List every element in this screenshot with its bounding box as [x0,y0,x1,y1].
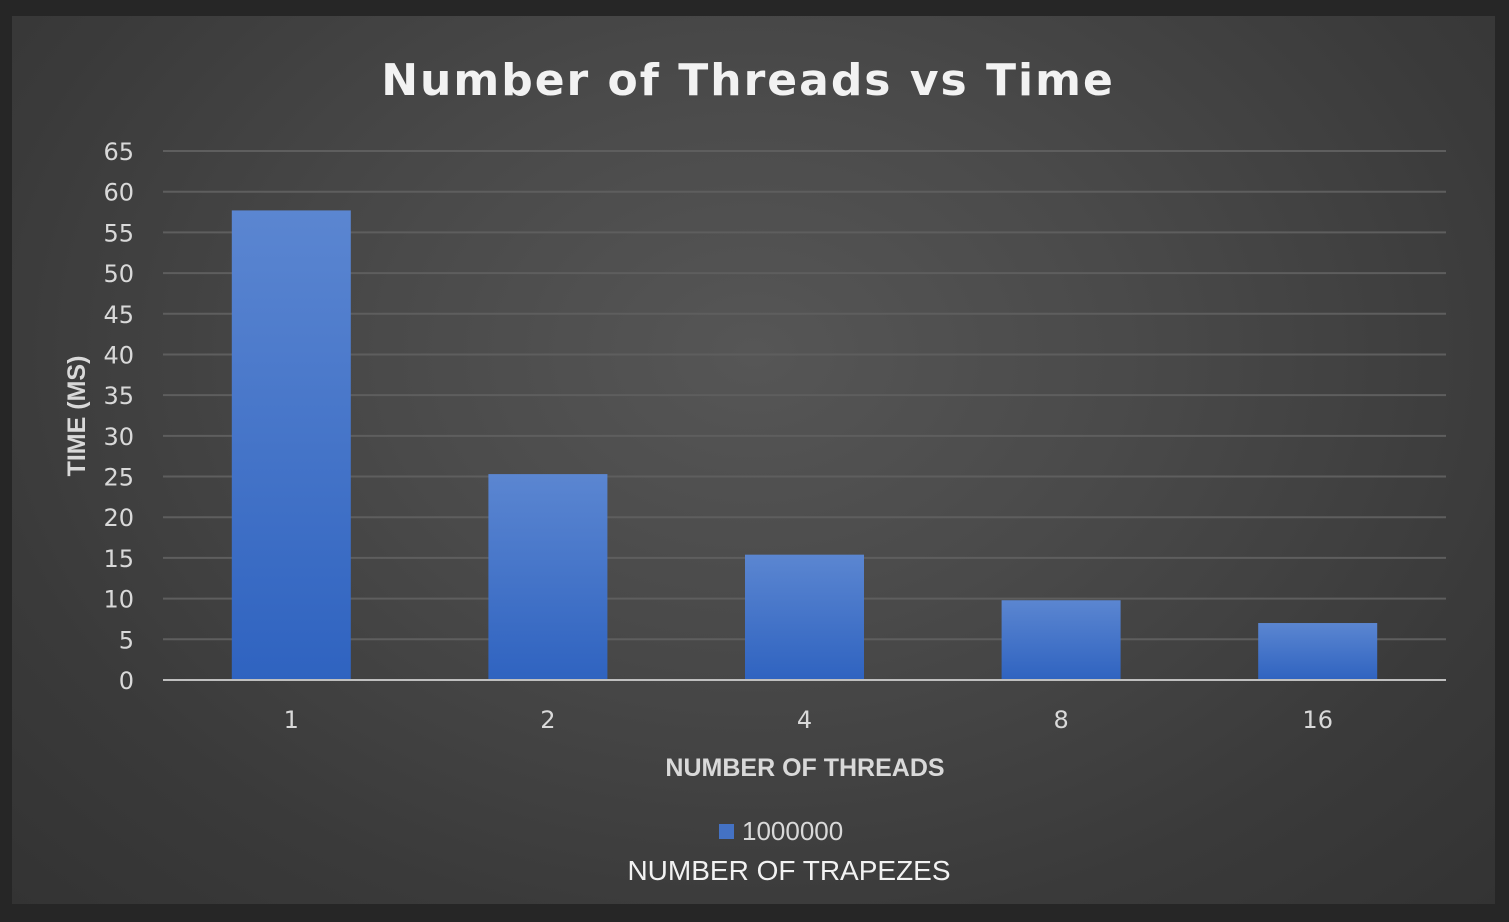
y-tick-label: 5 [119,626,134,654]
y-tick-label: 45 [103,301,134,329]
x-tick-label: 8 [1053,706,1068,734]
bar [1258,623,1378,680]
y-tick-label: 15 [103,545,134,573]
legend-swatch [719,824,734,839]
x-tick-label: 2 [540,706,555,734]
x-tick-label: 1 [284,706,299,734]
y-tick-label: 55 [103,219,134,247]
y-axis-ticks: 0 5 10 15 20 25 30 35 40 45 50 55 60 65 [103,138,134,695]
y-tick-label: 35 [103,382,134,410]
bar [488,474,608,680]
bar [231,210,351,680]
y-tick-label: 0 [119,667,134,695]
x-tick-label: 16 [1302,706,1333,734]
y-tick-label: 30 [103,423,134,451]
legend-title: NUMBER OF TRAPEZES [627,855,950,886]
legend-label: 1000000 [742,816,843,846]
y-tick-label: 60 [103,179,134,207]
y-tick-label: 10 [103,586,134,614]
bar [745,554,864,680]
x-tick-label: 4 [797,706,812,734]
x-axis-title: NUMBER OF THREADS [665,754,944,782]
y-tick-label: 50 [103,260,134,288]
bar [1001,600,1121,680]
legend: 1000000 NUMBER OF TRAPEZES [627,816,950,886]
y-tick-label: 20 [103,504,134,532]
y-tick-label: 65 [103,138,134,166]
y-tick-label: 25 [103,464,134,492]
bars [231,210,1378,680]
x-axis-ticks: 1 2 4 8 16 [284,706,1333,734]
chart-title: Number of Threads vs Time [381,55,1115,106]
y-tick-label: 40 [103,341,134,369]
y-axis-title: TIME (MS) [63,356,91,477]
